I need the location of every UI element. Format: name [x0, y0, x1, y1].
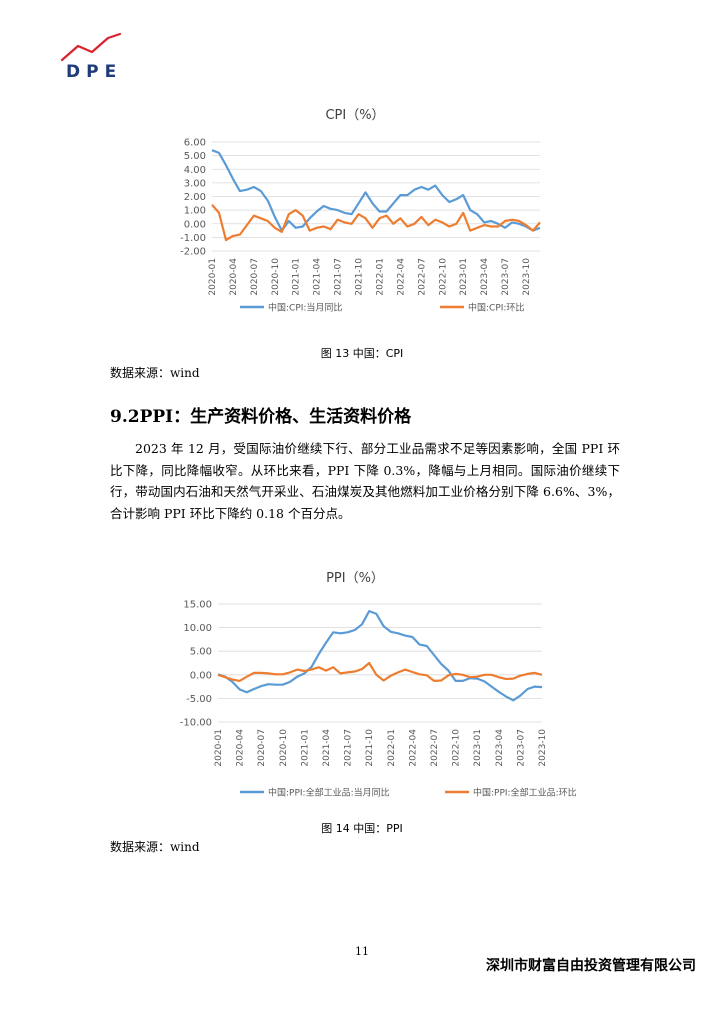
- ppi-x-tick-label: 2023-10: [538, 729, 548, 767]
- ppi-y-tick-label: 10.00: [183, 623, 212, 634]
- cpi-x-tick-label: 2020-10: [271, 258, 281, 296]
- company-name: 深圳市财富自由投资管理有限公司: [486, 958, 696, 974]
- ppi-y-tick-label: -10.00: [180, 718, 212, 729]
- cpi-y-tick-label: 1.00: [184, 206, 206, 217]
- cpi-x-tick-label: 2020-04: [229, 258, 239, 296]
- ppi-x-tick-label: 2020-04: [236, 729, 246, 767]
- ppi-x-tick-label: 2021-07: [344, 729, 354, 767]
- cpi-y-tick-label: 6.00: [184, 138, 206, 149]
- ppi-y-tick-label: -5.00: [186, 694, 212, 705]
- ppi-x-tick-label: 2020-01: [214, 729, 224, 767]
- logo-swoosh-icon: [60, 32, 122, 62]
- ppi-x-tick-label: 2022-01: [387, 729, 397, 767]
- ppi-x-tick-label: 2020-07: [257, 729, 267, 767]
- cpi-y-tick-label: 3.00: [184, 178, 206, 189]
- cpi-x-tick-label: 2023-07: [501, 258, 511, 296]
- cpi-y-tick-label: 0.00: [184, 219, 206, 230]
- ppi-y-tick-label: 5.00: [190, 647, 212, 658]
- ppi-x-tick-label: 2021-04: [322, 729, 332, 767]
- ppi-series-line-1: [217, 610, 543, 702]
- ppi-legend-label-2: 中国:PPI:全部工业品:环比: [473, 787, 577, 799]
- cpi-x-tick-label: 2023-01: [459, 258, 469, 296]
- cpi-x-tick-label: 2022-01: [375, 258, 385, 296]
- cpi-x-tick-label: 2022-04: [396, 258, 406, 296]
- ppi-x-tick-label: 2021-01: [300, 729, 310, 767]
- cpi-x-tick-label: 2022-10: [438, 258, 448, 296]
- cpi-x-tick-label: 2020-01: [208, 258, 218, 296]
- ppi-x-tick-label: 2022-04: [408, 729, 418, 767]
- cpi-chart-title: CPI（%）: [325, 108, 385, 123]
- ppi-chart-caption: 图 14 中国：PPI: [321, 822, 403, 835]
- ppi-x-tick-label: 2023-01: [473, 729, 483, 767]
- ppi-y-tick-label: 15.00: [183, 600, 212, 611]
- cpi-y-tick-label: 5.00: [184, 151, 206, 162]
- cpi-x-tick-label: 2021-04: [313, 258, 323, 296]
- cpi-x-tick-label: 2021-07: [334, 258, 344, 296]
- cpi-chart-source: 数据来源：wind: [110, 366, 200, 380]
- cpi-legend-label-2: 中国:CPI:环比: [468, 302, 524, 314]
- ppi-x-tick-label: 2023-07: [516, 729, 526, 767]
- ppi-x-tick-label: 2023-04: [495, 729, 505, 767]
- page-number: 11: [355, 945, 369, 958]
- cpi-series-line-2: [211, 203, 541, 242]
- ppi-series-line-2: [217, 661, 543, 683]
- cpi-chart: 6.005.004.003.002.001.000.00-1.00-2.0020…: [180, 138, 541, 314]
- cpi-y-tick-label: -2.00: [180, 247, 206, 258]
- section-paragraph: 2023 年 12 月，受国际油价继续下行、部分工业品需求不足等因素影响，全国 …: [110, 441, 620, 521]
- cpi-x-tick-label: 2023-04: [480, 258, 490, 296]
- ppi-x-tick-label: 2022-07: [430, 729, 440, 767]
- section-heading: 9.2PPI：生产资料价格、生活资料价格: [110, 407, 412, 427]
- cpi-x-tick-label: 2021-10: [355, 258, 365, 296]
- ppi-y-tick-label: 0.00: [190, 670, 212, 681]
- cpi-y-tick-label: 4.00: [184, 165, 206, 176]
- ppi-x-tick-label: 2022-10: [452, 729, 462, 767]
- ppi-chart-title: PPI（%）: [326, 571, 384, 586]
- ppi-chart-source: 数据来源：wind: [110, 840, 200, 854]
- cpi-y-tick-label: 2.00: [184, 192, 206, 203]
- logo-text: DPE: [66, 62, 123, 82]
- cpi-chart-caption: 图 13 中国：CPI: [320, 347, 404, 360]
- ppi-legend-label-1: 中国:PPI:全部工业品:当月同比: [268, 787, 390, 799]
- cpi-y-tick-label: -1.00: [180, 233, 206, 244]
- cpi-x-tick-label: 2020-07: [250, 258, 260, 296]
- cpi-x-tick-label: 2022-07: [417, 258, 427, 296]
- ppi-x-tick-label: 2020-10: [279, 729, 289, 767]
- cpi-legend-label-1: 中国:CPI:当月同比: [268, 302, 342, 314]
- cpi-series-line-1: [211, 149, 541, 232]
- cpi-x-tick-label: 2021-01: [292, 258, 302, 296]
- ppi-x-tick-label: 2021-10: [365, 729, 375, 767]
- cpi-x-tick-label: 2023-10: [522, 258, 532, 296]
